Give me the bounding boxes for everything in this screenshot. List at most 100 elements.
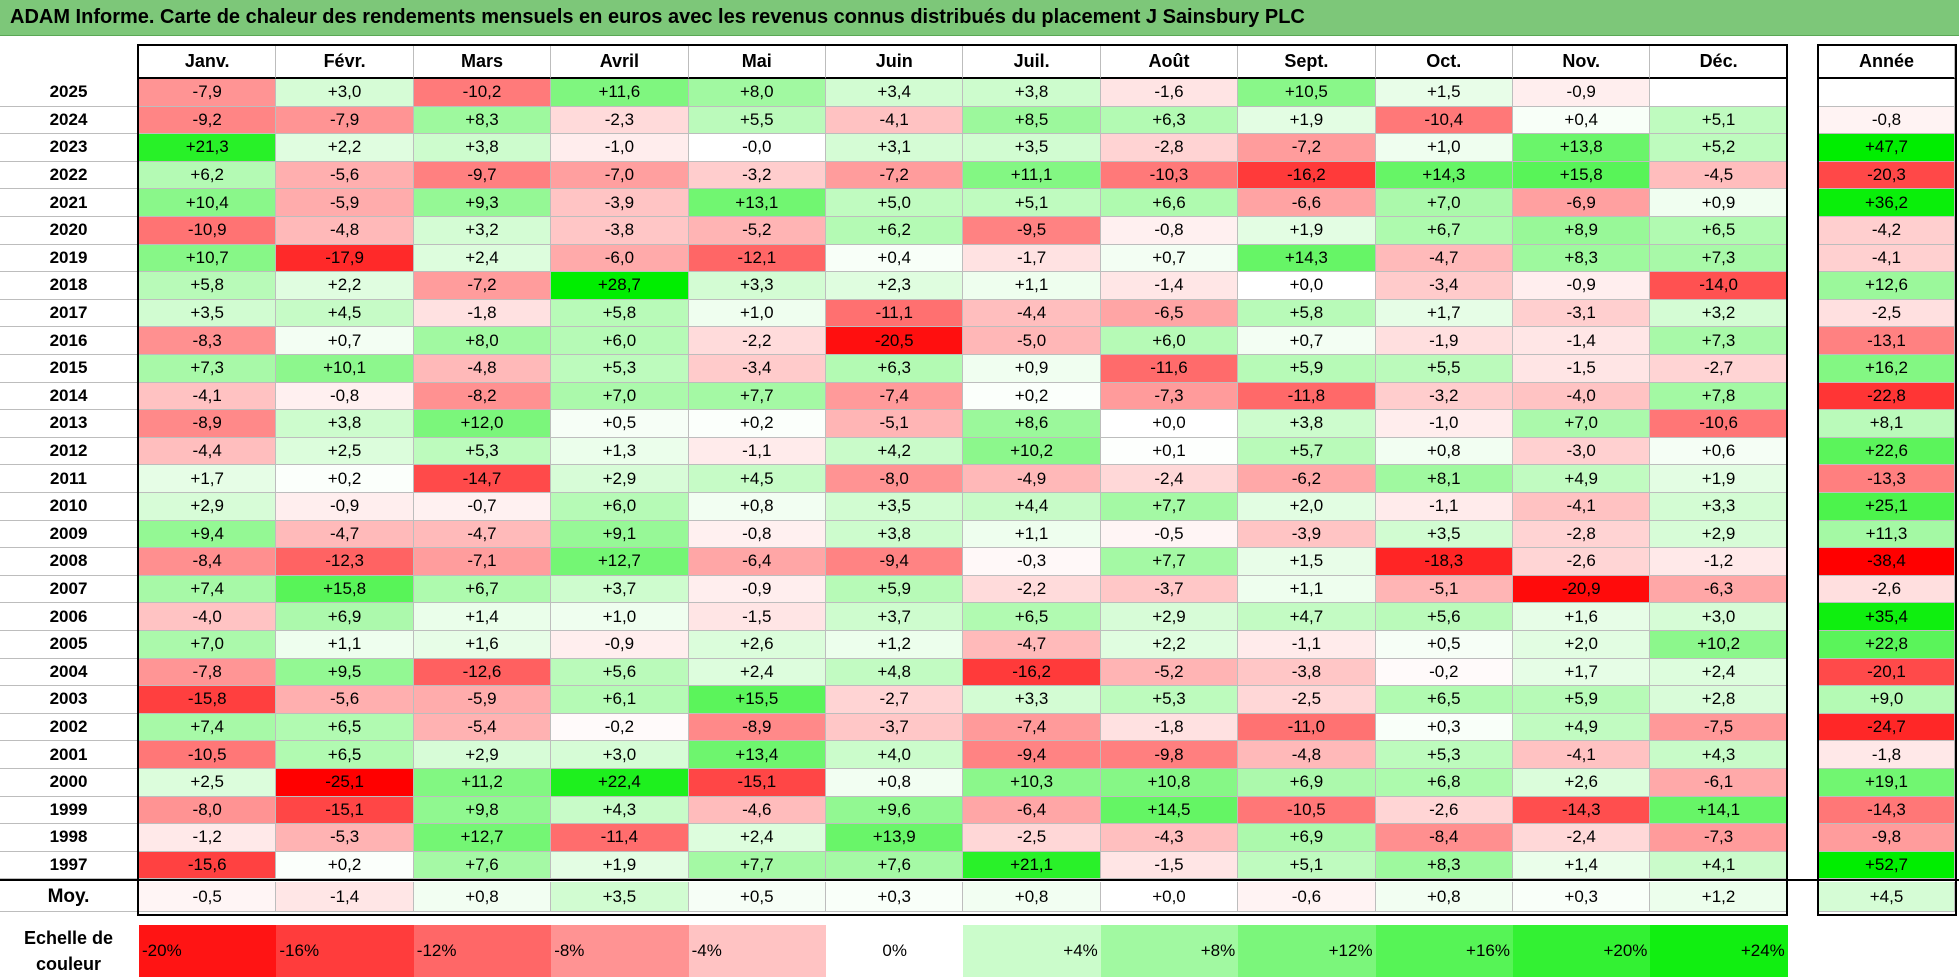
year-label: 2020 bbox=[0, 217, 137, 245]
heatmap-cell: -4,0 bbox=[139, 603, 277, 631]
average-separator bbox=[0, 879, 1959, 882]
heatmap-cell: -8,3 bbox=[139, 327, 277, 355]
heatmap-cell: -3,0 bbox=[1513, 437, 1651, 466]
heatmap-cell: +2,9 bbox=[139, 493, 277, 521]
heatmap-cell: +12,7 bbox=[413, 824, 552, 852]
year-total-cell: -13,3 bbox=[1819, 465, 1955, 493]
heatmap-cell: +7,3 bbox=[1650, 327, 1788, 355]
heatmap-cell: +3,0 bbox=[1650, 603, 1788, 631]
heatmap-cell: +3,3 bbox=[688, 272, 826, 300]
heatmap-cell: -2,6 bbox=[1375, 796, 1513, 825]
year-total-cell: +11,3 bbox=[1819, 520, 1955, 549]
month-header: Sept. bbox=[1238, 46, 1376, 79]
heatmap-cell: -7,2 bbox=[826, 161, 964, 190]
heatmap-cell: +9,8 bbox=[413, 796, 552, 825]
color-scale-step: 0% bbox=[826, 925, 964, 977]
heatmap-cell: -10,3 bbox=[1100, 161, 1239, 190]
heatmap-cell: +5,1 bbox=[1650, 106, 1788, 135]
heatmap-cell: +5,9 bbox=[1513, 686, 1651, 714]
heatmap-cell: +9,5 bbox=[276, 658, 414, 687]
heatmap-cell: +4,5 bbox=[688, 465, 826, 493]
heatmap-cell: -25,1 bbox=[276, 769, 414, 797]
heatmap-cell: -4,1 bbox=[1513, 741, 1651, 769]
year-total-cell: -13,1 bbox=[1819, 327, 1955, 355]
heatmap-cell: -2,6 bbox=[1513, 548, 1651, 576]
year-label: 2012 bbox=[0, 438, 137, 466]
heatmap-cell: -5,3 bbox=[276, 824, 414, 852]
average-cell: +0,3 bbox=[1513, 882, 1651, 913]
heatmap-cell: -3,7 bbox=[826, 713, 964, 742]
heatmap-cell: -4,7 bbox=[963, 631, 1101, 659]
heatmap-cell: +5,1 bbox=[963, 189, 1101, 217]
heatmap-cell: -2,3 bbox=[551, 106, 689, 135]
average-cell: +0,5 bbox=[688, 882, 826, 913]
color-scale-step: +24% bbox=[1650, 925, 1788, 977]
heatmap-cell: +11,6 bbox=[551, 79, 689, 107]
heatmap-cell: +2,0 bbox=[1238, 493, 1376, 521]
heatmap-cell: +6,5 bbox=[276, 741, 414, 769]
year-label: 2021 bbox=[0, 189, 137, 217]
heatmap-cell: +10,2 bbox=[1650, 631, 1788, 659]
heatmap-cell: +6,3 bbox=[1100, 106, 1239, 135]
heatmap-cell: +8,3 bbox=[1513, 244, 1651, 273]
heatmap-cell: +2,4 bbox=[688, 824, 826, 852]
heatmap-cell: -6,1 bbox=[1650, 769, 1788, 797]
heatmap-cell: -7,3 bbox=[1100, 382, 1239, 411]
heatmap-cell: -8,9 bbox=[688, 713, 826, 742]
year-label: 2022 bbox=[0, 162, 137, 190]
heatmap-cell: -20,9 bbox=[1513, 575, 1651, 604]
heatmap-cell: -3,8 bbox=[1238, 658, 1376, 687]
heatmap-cell: -5,6 bbox=[276, 686, 414, 714]
heatmap-cell: -3,2 bbox=[688, 161, 826, 190]
heatmap-cell: -10,9 bbox=[139, 217, 277, 245]
heatmap-cell: +10,3 bbox=[963, 769, 1101, 797]
heatmap-cell: +3,3 bbox=[963, 686, 1101, 714]
heatmap-cell: -3,2 bbox=[1375, 382, 1513, 411]
heatmap-cell: +0,1 bbox=[1100, 437, 1239, 466]
heatmap-cell: +1,9 bbox=[1650, 465, 1788, 493]
heatmap-cell: -11,6 bbox=[1100, 355, 1239, 383]
heatmap-cell: +12,7 bbox=[551, 548, 689, 576]
heatmap-cell: +28,7 bbox=[551, 272, 689, 300]
heatmap-cell: +6,9 bbox=[1238, 824, 1376, 852]
average-cell: +0,3 bbox=[826, 882, 964, 913]
year-label: 2002 bbox=[0, 714, 137, 742]
heatmap-cell: +3,5 bbox=[139, 299, 277, 328]
heatmap-cell: -2,7 bbox=[1650, 355, 1788, 383]
heatmap-cell: -12,3 bbox=[276, 548, 414, 576]
heatmap-cell: -7,1 bbox=[413, 548, 552, 576]
heatmap-cell: +7,7 bbox=[1100, 493, 1239, 521]
heatmap-cell: -5,2 bbox=[688, 217, 826, 245]
heatmap-cell: +3,4 bbox=[826, 79, 964, 107]
heatmap-cell: +6,9 bbox=[276, 603, 414, 631]
heatmap-cell: +1,4 bbox=[1513, 851, 1651, 880]
heatmap-cell: -0,9 bbox=[688, 575, 826, 604]
heatmap-cell: +7,3 bbox=[139, 355, 277, 383]
heatmap-cell: +8,9 bbox=[1513, 217, 1651, 245]
average-year-cell: +4,5 bbox=[1819, 882, 1955, 913]
year-total-cell: +52,7 bbox=[1819, 851, 1955, 880]
heatmap-cell: -2,4 bbox=[1513, 824, 1651, 852]
heatmap-cell: +2,9 bbox=[1650, 520, 1788, 549]
year-label: 2025 bbox=[0, 79, 137, 107]
heatmap-cell: -1,1 bbox=[1238, 631, 1376, 659]
heatmap-cell: +0,7 bbox=[1238, 327, 1376, 355]
heatmap-cell: -5,2 bbox=[1100, 658, 1239, 687]
heatmap-cell: -4,5 bbox=[1650, 161, 1788, 190]
heatmap-cell: +0,9 bbox=[963, 355, 1101, 383]
heatmap-cell: -1,6 bbox=[1100, 79, 1239, 107]
month-header: Juin bbox=[826, 46, 964, 79]
heatmap-cell: -9,2 bbox=[139, 106, 277, 135]
heatmap-cell: +7,3 bbox=[1650, 244, 1788, 273]
color-scale-step: +8% bbox=[1100, 925, 1239, 977]
heatmap-cell: +0,8 bbox=[688, 493, 826, 521]
heatmap-cell: +21,3 bbox=[139, 134, 277, 162]
heatmap-cell: +5,3 bbox=[1375, 741, 1513, 769]
heatmap-cell: -7,4 bbox=[826, 382, 964, 411]
heatmap-cell: -0,8 bbox=[276, 382, 414, 411]
heatmap-cell: -12,6 bbox=[413, 658, 552, 687]
heatmap-cell: -18,3 bbox=[1375, 548, 1513, 576]
heatmap-cell: +7,8 bbox=[1650, 382, 1788, 411]
color-scale-step: +4% bbox=[963, 925, 1101, 977]
heatmap-cell: +0,2 bbox=[688, 410, 826, 438]
